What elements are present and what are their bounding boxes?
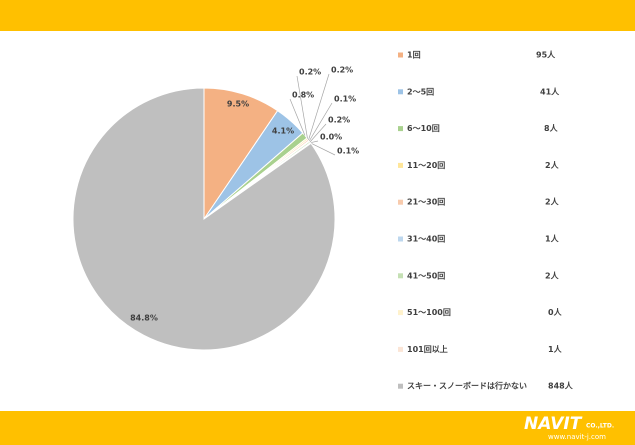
legend-swatch	[398, 162, 403, 168]
legend-label: スキー・スノーボードは行かない	[407, 381, 527, 391]
footer-band	[0, 411, 635, 445]
pie-slice	[72, 87, 336, 351]
legend-label: 11〜20回	[407, 161, 445, 170]
legend-swatch	[398, 52, 403, 58]
legend-swatch	[398, 236, 403, 242]
legend-swatch	[398, 383, 403, 389]
leader-line	[308, 73, 330, 141]
legend-count: 848人	[548, 381, 574, 391]
legend-label: 21〜30回	[407, 198, 445, 207]
legend-count: 1人	[548, 344, 563, 354]
data-label: 84.8%	[130, 314, 158, 323]
legend-swatch	[398, 89, 403, 95]
url: www.navit-j.com	[548, 433, 606, 441]
legend-count: 95人	[536, 50, 556, 60]
legend-label: 6〜10回	[407, 124, 440, 133]
legend-count: 2人	[545, 160, 560, 170]
data-label: 0.2%	[331, 66, 353, 75]
legend-label: 2〜5回	[407, 87, 434, 96]
company: CO.,LTD.	[586, 423, 614, 430]
data-label: 0.8%	[292, 91, 314, 100]
leader-line	[308, 102, 333, 142]
legend-label: 1回	[407, 51, 421, 60]
legend-count: 0人	[548, 307, 563, 317]
legend-label: 31〜40回	[407, 235, 445, 244]
leader-line	[289, 98, 306, 136]
leader-line	[309, 123, 327, 143]
data-label: 0.2%	[299, 68, 321, 77]
data-label: 4.1%	[272, 127, 294, 136]
legend-swatch	[398, 126, 403, 132]
data-label: 0.1%	[334, 95, 356, 104]
legend-swatch	[398, 273, 403, 279]
legend-count: 2人	[545, 270, 560, 280]
data-label: 0.1%	[337, 147, 359, 156]
legend-count: 41人	[540, 86, 560, 96]
legend-label: 101回以上	[407, 344, 448, 354]
legend-count: 1人	[545, 234, 560, 244]
legend-label: 41〜50回	[407, 271, 445, 280]
legend-swatch	[398, 199, 403, 205]
logo: NAVIT	[524, 414, 583, 434]
legend-count: 2人	[545, 197, 560, 207]
leader-line	[296, 75, 308, 139]
leader-line	[310, 140, 319, 144]
legend-label: 51〜100回	[407, 308, 451, 317]
header-band	[0, 0, 635, 31]
legend-swatch	[398, 310, 403, 316]
legend-swatch	[398, 346, 403, 352]
pie-slice	[203, 87, 279, 221]
data-label: 9.5%	[227, 100, 249, 109]
leader-line	[310, 142, 336, 156]
data-label: 0.2%	[328, 116, 350, 125]
legend-count: 8人	[544, 123, 559, 133]
data-label: 0.0%	[320, 133, 342, 142]
